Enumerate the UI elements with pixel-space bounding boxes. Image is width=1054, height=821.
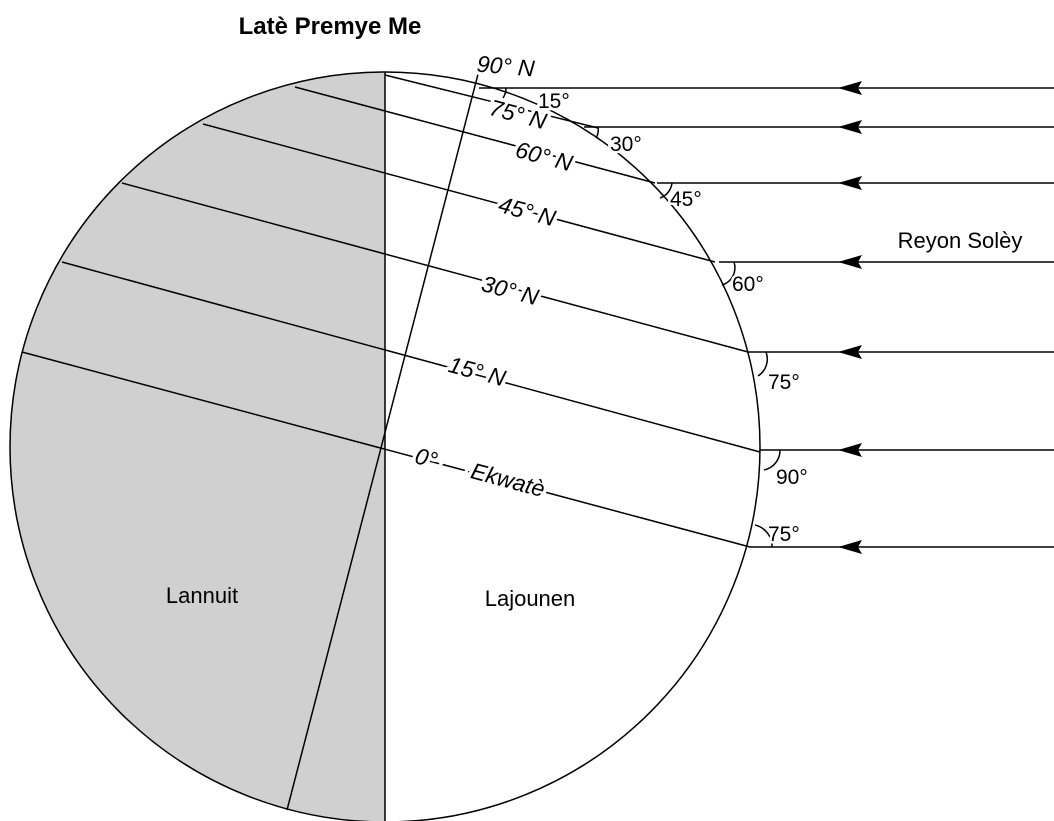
- angle-label: 45°: [670, 188, 702, 211]
- angle-label: 60°: [732, 273, 764, 296]
- title: Latè Premye Me: [239, 13, 422, 40]
- day-label: Lajounen: [485, 586, 576, 611]
- latitude-lines: [21, 74, 761, 548]
- angle-label: 30°: [610, 133, 642, 156]
- angle-label: 75°: [768, 371, 800, 394]
- sun-rays-label: Reyon Solèy: [898, 228, 1023, 253]
- angle-label: 15°: [538, 90, 570, 113]
- night-side: [10, 72, 385, 821]
- angle-label: 90°: [776, 466, 808, 489]
- latitude-label: 90° N: [476, 51, 536, 82]
- angle-arcs: [502, 87, 781, 548]
- sun-rays: [479, 81, 1054, 554]
- latitude-label: 15° N: [446, 351, 509, 391]
- latitude-label: 0° — Ekwatè: [412, 442, 547, 502]
- night-label: Lannuit: [166, 583, 238, 608]
- latitude-label: 30° N: [479, 270, 542, 310]
- latitude-label: 60° N: [513, 136, 576, 176]
- latitude-label: 45° N: [496, 191, 559, 231]
- angle-label: 75°: [768, 523, 800, 546]
- axis: [286, 54, 484, 811]
